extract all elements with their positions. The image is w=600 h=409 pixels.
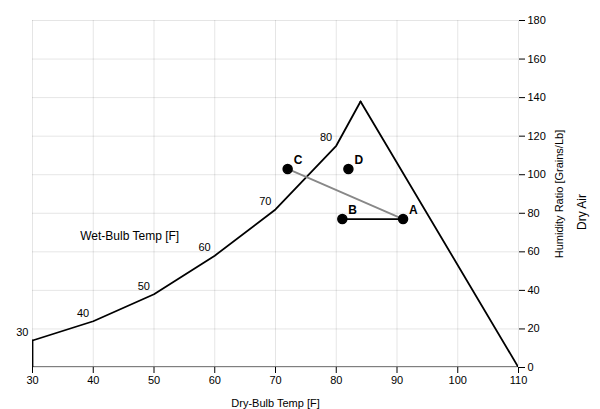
svg-text:100: 100 bbox=[528, 168, 546, 180]
svg-text:Humidity Ratio [Grains/Lb]: Humidity Ratio [Grains/Lb] bbox=[553, 130, 565, 258]
svg-text:Dry-Bulb Temp [F]: Dry-Bulb Temp [F] bbox=[231, 397, 319, 409]
svg-text:C: C bbox=[294, 153, 303, 167]
svg-text:100: 100 bbox=[449, 374, 467, 386]
svg-text:160: 160 bbox=[528, 53, 546, 65]
svg-text:120: 120 bbox=[528, 130, 546, 142]
svg-text:40: 40 bbox=[528, 284, 540, 296]
svg-text:90: 90 bbox=[391, 374, 403, 386]
svg-text:0: 0 bbox=[528, 361, 534, 373]
svg-text:Wet-Bulb Temp [F]: Wet-Bulb Temp [F] bbox=[80, 229, 179, 243]
svg-text:80: 80 bbox=[320, 131, 332, 143]
svg-text:50: 50 bbox=[138, 280, 150, 292]
svg-text:30: 30 bbox=[26, 374, 38, 386]
svg-text:Dry Air: Dry Air bbox=[575, 194, 589, 230]
svg-text:180: 180 bbox=[528, 14, 546, 26]
svg-text:60: 60 bbox=[209, 374, 221, 386]
svg-text:D: D bbox=[354, 153, 363, 167]
svg-text:70: 70 bbox=[259, 195, 271, 207]
svg-text:A: A bbox=[409, 203, 418, 217]
svg-text:40: 40 bbox=[77, 307, 89, 319]
svg-text:140: 140 bbox=[528, 91, 546, 103]
svg-text:60: 60 bbox=[199, 241, 211, 253]
svg-text:60: 60 bbox=[528, 245, 540, 257]
svg-text:30: 30 bbox=[16, 326, 28, 338]
svg-text:80: 80 bbox=[330, 374, 342, 386]
svg-text:110: 110 bbox=[510, 374, 528, 386]
svg-text:20: 20 bbox=[528, 322, 540, 334]
svg-text:40: 40 bbox=[87, 374, 99, 386]
svg-text:B: B bbox=[348, 203, 357, 217]
svg-text:70: 70 bbox=[269, 374, 281, 386]
svg-text:80: 80 bbox=[528, 207, 540, 219]
svg-text:50: 50 bbox=[148, 374, 160, 386]
